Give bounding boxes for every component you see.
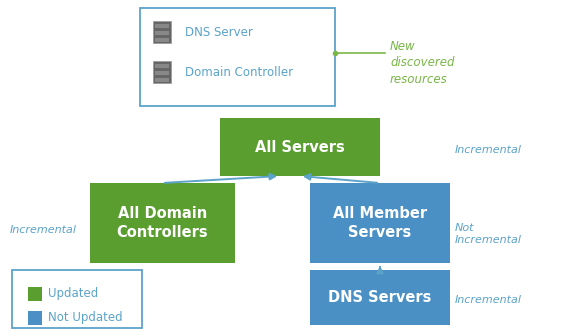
FancyBboxPatch shape bbox=[28, 311, 42, 325]
FancyBboxPatch shape bbox=[12, 270, 142, 328]
FancyBboxPatch shape bbox=[140, 8, 335, 106]
Text: New
discovered
resources: New discovered resources bbox=[390, 40, 455, 86]
Text: All Domain
Controllers: All Domain Controllers bbox=[117, 206, 208, 240]
Text: Incremental: Incremental bbox=[455, 295, 522, 305]
Text: Not Updated: Not Updated bbox=[48, 311, 122, 325]
FancyBboxPatch shape bbox=[28, 287, 42, 301]
FancyBboxPatch shape bbox=[155, 64, 169, 68]
FancyBboxPatch shape bbox=[155, 78, 169, 82]
FancyBboxPatch shape bbox=[90, 183, 235, 263]
FancyBboxPatch shape bbox=[153, 21, 171, 43]
FancyBboxPatch shape bbox=[220, 118, 380, 176]
Text: Not
Incremental: Not Incremental bbox=[455, 223, 522, 245]
Text: DNS Servers: DNS Servers bbox=[328, 290, 432, 305]
Text: DNS Server: DNS Server bbox=[185, 27, 253, 40]
FancyBboxPatch shape bbox=[310, 270, 450, 325]
FancyBboxPatch shape bbox=[155, 31, 169, 35]
Text: Incremental: Incremental bbox=[455, 145, 522, 155]
FancyBboxPatch shape bbox=[155, 38, 169, 42]
Text: Updated: Updated bbox=[48, 288, 98, 300]
FancyBboxPatch shape bbox=[310, 183, 450, 263]
FancyBboxPatch shape bbox=[155, 71, 169, 75]
FancyBboxPatch shape bbox=[153, 61, 171, 83]
Text: Incremental: Incremental bbox=[10, 225, 77, 235]
Text: All Member
Servers: All Member Servers bbox=[333, 206, 427, 240]
Text: All Servers: All Servers bbox=[255, 139, 345, 155]
Text: Domain Controller: Domain Controller bbox=[185, 67, 293, 80]
FancyBboxPatch shape bbox=[155, 24, 169, 28]
